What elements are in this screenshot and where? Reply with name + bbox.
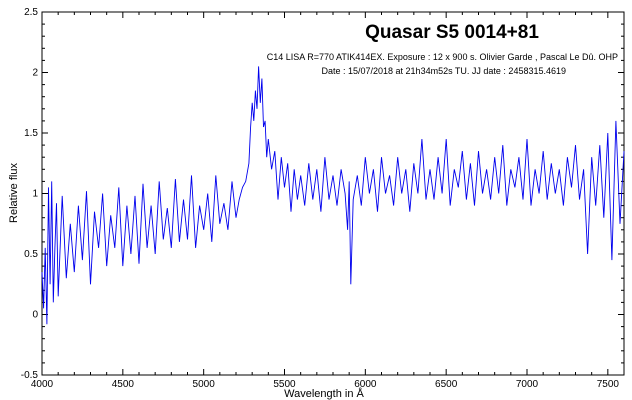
y-tick-label: 0 — [32, 310, 38, 321]
chart-title: Quasar S5 0014+81 — [365, 22, 539, 43]
y-tick-label: 2.5 — [24, 7, 38, 18]
x-tick-label: 7000 — [516, 379, 539, 390]
chart-subtitle-line-2: Date : 15/07/2018 at 21h34m52s TU. JJ da… — [321, 66, 566, 76]
chart-subtitle-line-1: C14 LISA R=770 ATIK414EX. Exposure : 12 … — [267, 52, 618, 62]
axis-ticks — [41, 11, 625, 376]
spectrum-line — [41, 66, 625, 325]
y-axis-title: Relative flux — [8, 163, 20, 223]
x-tick-label: 4000 — [31, 379, 54, 390]
x-tick-label: 6500 — [435, 379, 458, 390]
x-tick-label: 6000 — [354, 379, 377, 390]
x-tick-label: 7500 — [597, 379, 620, 390]
x-tick-label: 5500 — [273, 379, 296, 390]
y-tick-label: 1.5 — [24, 128, 38, 139]
tick-labels: 4000 4500 5000 5500 6000 6500 7000 7500 -0.5 0 0.5… — [21, 7, 620, 390]
y-tick-label: 0.5 — [24, 249, 38, 260]
y-tick-label: 2 — [32, 68, 38, 79]
x-axis-title: Wavelength in Å — [284, 387, 364, 400]
x-tick-label: 5000 — [193, 379, 216, 390]
x-tick-label: 4500 — [112, 379, 135, 390]
y-tick-label: 1 — [32, 189, 38, 200]
y-tick-label: -0.5 — [21, 370, 39, 381]
